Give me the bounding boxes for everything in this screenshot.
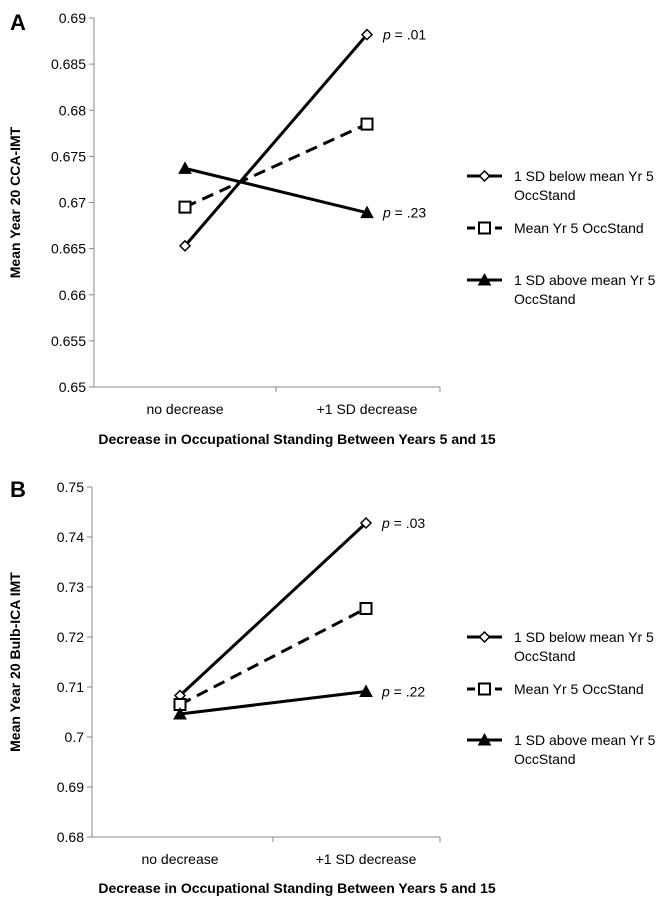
data-point bbox=[178, 239, 192, 252]
y-tick-label: 0.71 bbox=[57, 679, 84, 695]
p-value-annotation: p = .03 bbox=[381, 515, 425, 531]
x-axis-label: Decrease in Occupational Standing Betwee… bbox=[98, 880, 496, 896]
legend-marker bbox=[478, 630, 491, 644]
y-axis-label: Mean Year 20 Bulb-ICA IMT bbox=[7, 572, 23, 752]
legend-label: 1 SD above mean Yr 5 OccStand bbox=[514, 272, 656, 307]
legend-label: 1 SD below mean Yr 5 OccStand bbox=[514, 629, 654, 664]
chart-panel-b: B 0.68 0.69 0.7 0.71 0.72 0.73 0.74 0.75 no decre… bbox=[7, 477, 656, 896]
data-point bbox=[360, 28, 374, 41]
legend-marker bbox=[478, 169, 491, 183]
y-tick-label: 0.67 bbox=[59, 195, 86, 211]
x-tick-label: no decrease bbox=[146, 401, 223, 417]
legend-label: 1 SD below mean Yr 5 OccStand bbox=[514, 168, 654, 203]
y-tick-label: 0.655 bbox=[51, 333, 86, 349]
p-value-annotation: p = .01 bbox=[382, 27, 426, 43]
x-axis-label: Decrease in Occupational Standing Betwee… bbox=[98, 431, 496, 447]
panel-letter: A bbox=[10, 10, 26, 35]
y-tick-label: 0.7 bbox=[65, 729, 85, 745]
series-line bbox=[184, 122, 368, 209]
data-point bbox=[178, 200, 192, 214]
p-value-annotation: p = .23 bbox=[382, 205, 426, 221]
y-tick-label: 0.675 bbox=[51, 148, 86, 164]
y-tick-label: 0.665 bbox=[51, 241, 86, 257]
legend-marker bbox=[478, 682, 491, 696]
y-tick-label: 0.72 bbox=[57, 629, 84, 645]
y-tick-label: 0.73 bbox=[57, 579, 84, 595]
y-tick-label: 0.685 bbox=[51, 56, 86, 72]
y-tick-label: 0.74 bbox=[57, 529, 84, 545]
series-line bbox=[178, 521, 368, 697]
y-tick-label: 0.69 bbox=[57, 779, 84, 795]
series-line bbox=[179, 690, 367, 716]
legend-marker bbox=[477, 272, 492, 286]
y-tick-label: 0.68 bbox=[59, 102, 86, 118]
legend-label: Mean Yr 5 OccStand bbox=[514, 681, 644, 697]
legend-marker bbox=[478, 221, 491, 235]
legend-label: 1 SD above mean Yr 5 OccStand bbox=[514, 732, 656, 767]
series-line bbox=[179, 607, 367, 706]
y-tick-label: 0.65 bbox=[59, 379, 86, 395]
series-line bbox=[184, 166, 368, 215]
p-value-annotation: p = .22 bbox=[381, 684, 425, 700]
data-point bbox=[360, 205, 374, 219]
series-line bbox=[183, 33, 369, 247]
legend-label: Mean Yr 5 OccStand bbox=[514, 220, 644, 236]
data-point bbox=[173, 706, 187, 720]
y-tick-label: 0.75 bbox=[57, 479, 84, 495]
data-point bbox=[359, 684, 373, 697]
panel-letter: B bbox=[10, 477, 26, 502]
data-point bbox=[178, 161, 192, 174]
y-axis-label: Mean Year 20 CCA-IMT bbox=[7, 126, 23, 278]
y-tick-label: 0.66 bbox=[59, 287, 86, 303]
y-tick-label: 0.69 bbox=[59, 10, 86, 26]
chart-panel-a: A 0.65 0.655 0.66 0.665 0.67 0.675 0.68 0.685 0.6… bbox=[7, 10, 656, 447]
x-tick-label: +1 SD decrease bbox=[317, 401, 418, 417]
data-point bbox=[359, 602, 373, 615]
x-tick-label: no decrease bbox=[141, 851, 218, 867]
x-tick-label: +1 SD decrease bbox=[316, 851, 417, 867]
y-tick-label: 0.68 bbox=[57, 829, 84, 845]
data-point bbox=[359, 516, 373, 530]
legend-marker bbox=[477, 732, 492, 746]
data-point bbox=[360, 117, 374, 131]
